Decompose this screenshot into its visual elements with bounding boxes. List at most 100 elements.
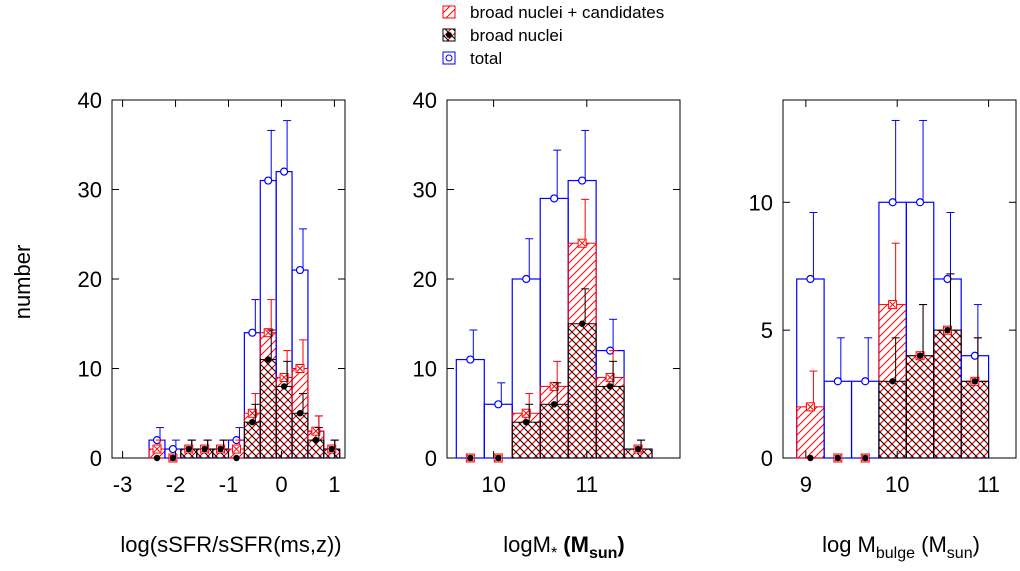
bar-broad — [511, 421, 541, 459]
bar-broad — [539, 403, 569, 459]
point-candidates-cross — [153, 445, 161, 453]
point-broad — [916, 352, 924, 359]
x-tick-label: 10 — [481, 472, 505, 497]
y-tick-label: 10 — [413, 357, 437, 382]
bar-broad — [275, 385, 293, 459]
bar-broad — [243, 421, 261, 459]
point-broad — [185, 445, 192, 453]
point-total — [943, 274, 952, 284]
point-total — [295, 265, 305, 275]
x-tick-label: 11 — [575, 472, 598, 497]
point-candidates-cross — [248, 409, 256, 417]
x-axis-label-part: logM — [503, 532, 551, 557]
y-axis-label: number — [10, 245, 35, 320]
x-tick-label: 9 — [800, 472, 812, 497]
legend-item-broad: broad nuclei — [442, 26, 563, 45]
point-broad — [807, 454, 814, 462]
point-candidates-cross — [807, 403, 814, 411]
point-broad — [523, 419, 530, 426]
bar-broad — [567, 323, 597, 459]
point-candidates-cross — [889, 301, 897, 308]
point-total — [264, 176, 273, 185]
point-broad — [495, 454, 502, 462]
point-total — [248, 328, 257, 337]
x-axis-label-part: log M — [822, 532, 876, 557]
point-broad — [578, 320, 586, 327]
point-total — [833, 377, 842, 386]
point-broad — [606, 383, 614, 390]
legend-item-candidates: broad nuclei + candidates — [442, 3, 664, 22]
x-axis-label-part: sun — [947, 545, 973, 562]
point-candidates-cross — [296, 365, 304, 372]
x-tick-label: 10 — [885, 472, 909, 497]
legend-label-broad: broad nuclei — [470, 26, 563, 45]
point-broad — [634, 445, 642, 453]
point-broad — [862, 454, 869, 462]
x-axis-label-part: log(sSFR/sSFR(ms,z)) — [120, 532, 341, 557]
point-total — [494, 400, 503, 409]
point-broad — [153, 454, 161, 462]
y-tick-label: 0 — [425, 446, 437, 471]
plot-frame — [111, 99, 346, 459]
bar-broad — [291, 412, 309, 459]
x-tick-label: -2 — [166, 472, 186, 497]
point-total — [888, 198, 897, 207]
x-axis-label-part: sun — [589, 545, 617, 562]
point-broad — [296, 410, 304, 417]
point-candidates-cross — [578, 239, 586, 247]
x-tick-label: 1 — [328, 472, 340, 497]
point-candidates-cross — [312, 427, 320, 435]
point-candidates-cross — [264, 329, 272, 337]
point-broad — [550, 401, 558, 408]
panel-1: 0 10 20 30 40 -3 -2 -1 0 1 log(sSFR/sSFR(ms,z)) — [78, 88, 346, 557]
point-candidates-cross — [233, 445, 240, 453]
x-axis-label-part: ) — [617, 532, 624, 557]
x-axis-label-part: * — [551, 545, 557, 562]
y-tick-label: 40 — [413, 88, 437, 113]
point-broad — [217, 445, 224, 453]
legend-swatch-candidates — [442, 5, 456, 19]
point-broad — [944, 326, 951, 334]
panel-2: 0 10 20 30 40 10 11 logM* (Msun) — [413, 88, 681, 562]
bar-broad — [933, 329, 962, 459]
panel-3: 0 5 10 9 10 11 log Mbulge (Msun) — [749, 99, 1017, 562]
point-broad — [467, 454, 474, 462]
point-total — [578, 176, 587, 185]
bar-candidates — [796, 406, 825, 459]
x-axis-label-part: (M — [563, 532, 589, 557]
x-tick-label: -3 — [113, 472, 133, 497]
point-broad — [169, 454, 177, 462]
y-tick-label: 0 — [761, 446, 773, 471]
bar-broad — [905, 355, 935, 459]
legend: broad nuclei + candidates broad nuclei t… — [442, 3, 664, 68]
point-broad — [280, 383, 288, 390]
x-axis-label-part: bulge — [876, 545, 915, 562]
point-broad — [312, 436, 320, 444]
point-broad — [834, 454, 842, 462]
legend-label-candidates: broad nuclei + candidates — [470, 3, 664, 22]
bar-total — [483, 403, 513, 459]
y-tick-label: 20 — [78, 267, 102, 292]
point-total — [806, 274, 815, 284]
point-broad — [889, 378, 896, 385]
y-tick-label: 0 — [90, 446, 102, 471]
x-axis-label: log(sSFR/sSFR(ms,z)) — [120, 532, 341, 557]
bar-broad — [259, 359, 277, 459]
bar-broad — [595, 385, 625, 459]
legend-marker-total — [445, 54, 453, 62]
legend-marker-broad — [446, 32, 452, 38]
y-tick-label: 20 — [413, 267, 437, 292]
point-total — [280, 167, 289, 176]
x-axis-label-part: (M — [915, 532, 947, 557]
bar-broad — [960, 380, 990, 459]
point-total — [466, 355, 475, 364]
legend-swatch-total — [442, 51, 456, 65]
point-total — [915, 198, 925, 207]
point-candidates-cross — [606, 374, 614, 381]
point-total — [168, 444, 177, 454]
x-tick-label: -1 — [219, 472, 239, 497]
point-broad — [265, 356, 272, 363]
y-tick-label: 10 — [78, 357, 102, 382]
point-broad — [328, 445, 335, 453]
